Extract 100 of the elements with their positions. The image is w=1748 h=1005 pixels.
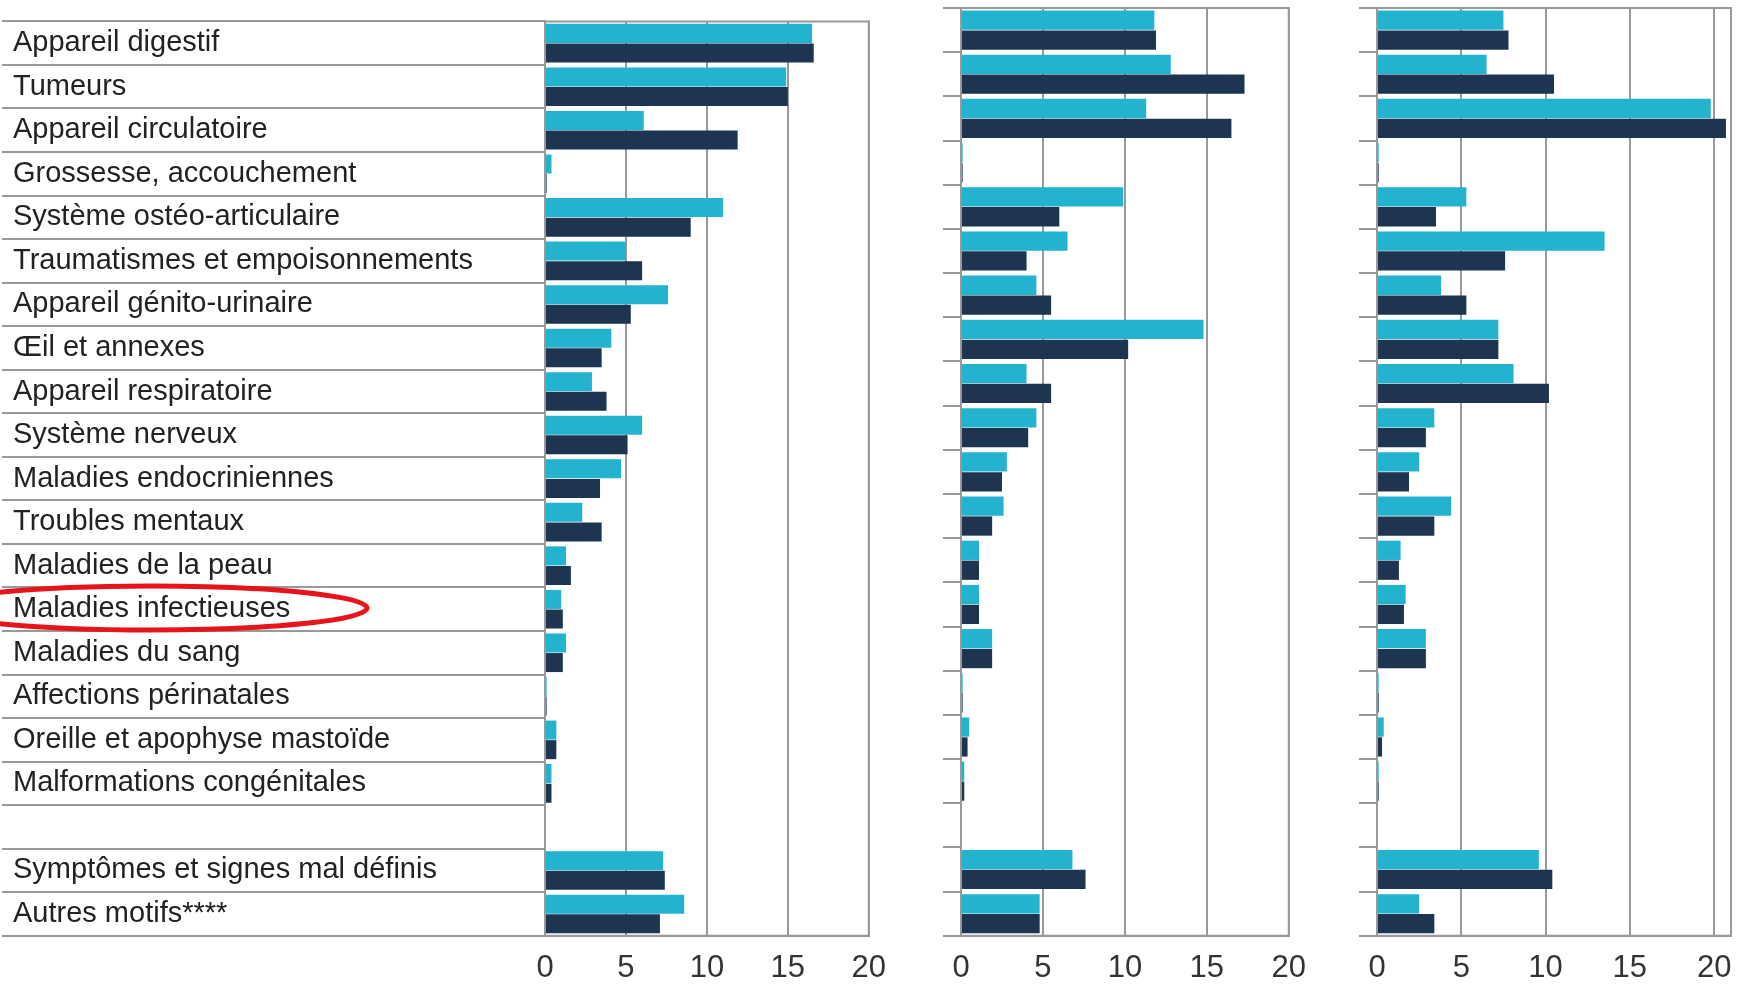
bar (1378, 540, 1401, 560)
bar (962, 737, 968, 757)
bar (546, 415, 643, 435)
y-tick-label: Système ostéo-articulaire (13, 199, 341, 232)
y-tick-label: Autres motifs**** (13, 896, 228, 929)
bar (962, 319, 1204, 340)
y-tick-label: Traumatismes et empoisonnements (13, 242, 473, 275)
bar (962, 363, 1027, 384)
bar (1378, 408, 1435, 428)
bar (546, 502, 583, 522)
bar (546, 261, 643, 281)
y-tick-label: Appareil digestif (13, 25, 221, 58)
bar (546, 285, 669, 305)
bar (1378, 339, 1499, 359)
bar (962, 10, 1155, 30)
bar (546, 851, 664, 871)
y-tick-label: Système nerveux (13, 417, 238, 450)
bar (962, 428, 1029, 448)
bar (546, 328, 612, 348)
bar (1378, 648, 1426, 669)
bar (962, 251, 1027, 271)
bar (1378, 54, 1487, 74)
y-tick-label: Maladies de la peau (13, 547, 273, 580)
bar (962, 30, 1157, 50)
bar (962, 207, 1060, 227)
bar (1378, 383, 1549, 404)
bar (1378, 629, 1426, 649)
y-tick-label: Maladies infectieuses (13, 591, 291, 624)
bar (1378, 560, 1399, 580)
bar (1378, 452, 1420, 472)
bar (546, 154, 552, 174)
y-tick-label: Appareil génito-urinaire (13, 286, 313, 319)
bar (546, 391, 607, 411)
x-tick-label: 5 (617, 948, 635, 984)
bar (546, 764, 552, 784)
bar (1378, 914, 1435, 934)
bar (962, 74, 1245, 94)
bar (962, 869, 1086, 890)
bar (962, 118, 1232, 139)
bar (1378, 496, 1452, 516)
bar (1378, 516, 1435, 536)
bar (962, 187, 1124, 207)
bar (1378, 869, 1553, 890)
bar (962, 914, 1040, 934)
y-tick-label: Malformations congénitales (13, 765, 367, 798)
bar (546, 110, 644, 130)
bar (1378, 98, 1711, 119)
bar (546, 435, 628, 455)
y-tick-label: Symptômes et signes mal définis (13, 852, 437, 885)
bar (546, 241, 626, 261)
bar (962, 275, 1037, 295)
bar (1378, 231, 1605, 251)
x-tick-label: 10 (689, 948, 725, 984)
y-tick-label: Maladies endocriniennes (13, 460, 334, 493)
bar (546, 43, 814, 63)
bar (546, 914, 660, 934)
y-tick-label: Tumeurs (13, 68, 127, 101)
bar (962, 560, 980, 580)
bar (546, 870, 665, 890)
x-tick-label: 10 (1107, 948, 1143, 984)
bar (546, 304, 631, 324)
bar (546, 478, 601, 498)
bar (546, 783, 552, 803)
bar (1378, 849, 1539, 870)
bar (962, 781, 965, 801)
bar (1378, 251, 1506, 271)
bar (546, 372, 592, 392)
bar (1378, 717, 1384, 737)
bar (962, 717, 970, 737)
bar (962, 584, 980, 605)
x-tick-label: 20 (851, 948, 886, 984)
bar (1378, 894, 1420, 914)
x-tick-label: 0 (952, 948, 970, 984)
bar (546, 217, 691, 237)
y-tick-label: Œil et annexes (13, 329, 205, 362)
x-tick-label: 15 (770, 948, 806, 984)
bar (962, 496, 1004, 516)
y-tick-label: Oreille et apophyse mastoïde (13, 721, 391, 754)
bar (546, 740, 557, 760)
bar (1378, 584, 1406, 605)
bar (546, 87, 788, 107)
x-tick-label: 10 (1528, 948, 1563, 984)
bar (546, 130, 738, 150)
bar (546, 720, 557, 740)
x-tick-label: 5 (1452, 948, 1470, 984)
bar (1378, 737, 1383, 757)
bar (546, 522, 602, 542)
x-tick-label: 0 (1368, 948, 1386, 984)
y-tick-label: Appareil circulatoire (13, 112, 268, 145)
bar (962, 540, 980, 560)
y-tick-label: Appareil respiratoire (13, 373, 273, 406)
bar (1378, 604, 1404, 625)
bar (1378, 10, 1504, 30)
bar (546, 609, 563, 629)
bar (962, 516, 993, 536)
bar (962, 295, 1052, 315)
bar (962, 472, 1002, 492)
x-tick-label: 20 (1271, 948, 1306, 984)
bar (1378, 295, 1467, 315)
bar (1378, 275, 1442, 295)
